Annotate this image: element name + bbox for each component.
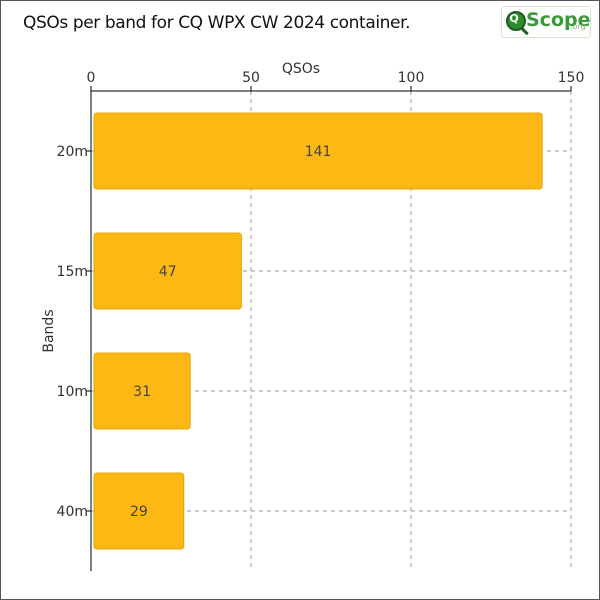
logo-word: Scope — [526, 9, 591, 31]
qscope-logo: Q Scope .org — [501, 6, 591, 38]
y-tick-label: 15m — [57, 264, 88, 280]
bar — [93, 232, 242, 310]
bar — [93, 472, 185, 550]
bar — [93, 112, 543, 190]
x-axis-title: QSOs — [282, 61, 320, 77]
bar-value-label: 29 — [130, 504, 148, 520]
bar-value-label: 47 — [159, 264, 177, 280]
x-tick-label: 100 — [398, 70, 425, 86]
x-tick-label: 0 — [87, 70, 96, 86]
x-tick-label: 50 — [242, 70, 260, 86]
logo-mark: Q — [509, 12, 519, 25]
magnifier-icon — [506, 11, 526, 31]
y-axis-title: Bands — [41, 309, 57, 352]
bar-value-label: 141 — [305, 144, 332, 160]
chart-title: QSOs per band for CQ WPX CW 2024 contain… — [23, 13, 411, 33]
y-tick-label: 10m — [57, 384, 88, 400]
x-tick-label: 150 — [558, 70, 585, 86]
y-tick-label: 20m — [57, 144, 88, 160]
bar — [93, 352, 191, 430]
y-tick-label: 40m — [57, 504, 88, 520]
logo-domain: .org — [570, 22, 586, 31]
bar-value-label: 31 — [133, 384, 151, 400]
